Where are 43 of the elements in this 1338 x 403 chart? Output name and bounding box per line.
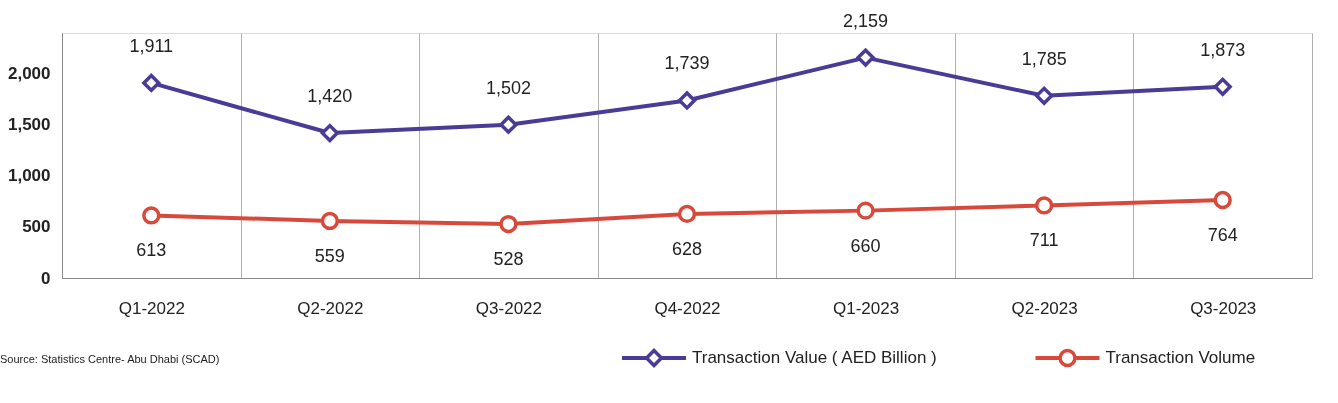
data-label: 628: [671, 238, 703, 259]
data-label: 711: [1029, 230, 1059, 251]
data-label: 1,873: [1200, 39, 1246, 60]
x-tick-label: Q1-2022: [118, 298, 185, 318]
point: [320, 123, 340, 143]
point: [142, 73, 161, 93]
data-label: 528: [493, 249, 524, 270]
x-tick-label: Q1-2023: [832, 298, 900, 318]
point: [142, 206, 161, 225]
data-label: 1,420: [307, 86, 353, 107]
point: [499, 115, 518, 134]
point: [856, 201, 875, 220]
data-label: 613: [136, 240, 167, 261]
point: [320, 211, 340, 231]
x-tick-label: Q3-2022: [475, 298, 543, 318]
y-tick-label: 1,000: [7, 166, 51, 186]
source-note: Source: Statistics Centre- Abu Dhabi (SCAD): [0, 353, 220, 365]
x-tick-label: Q2-2023: [1011, 298, 1078, 318]
data-label: 1,785: [1021, 48, 1067, 69]
data-label: 1,502: [485, 77, 531, 98]
point: [1034, 196, 1054, 215]
data-label: 559: [314, 245, 345, 266]
y-tick-label: 0: [41, 268, 51, 288]
point: [1213, 190, 1232, 210]
y-tick-label: 500: [22, 217, 51, 237]
point: [677, 204, 697, 224]
data-label: 1,739: [664, 53, 710, 74]
point: [856, 48, 875, 67]
point: [1213, 77, 1232, 96]
point: [499, 214, 518, 234]
data-label: 2,159: [843, 10, 889, 31]
data-label: 764: [1207, 225, 1238, 246]
y-tick-label: 2,000: [7, 64, 51, 84]
data-label: 660: [850, 235, 881, 256]
data-label: 1,911: [129, 35, 174, 56]
x-tick-label: Q2-2022: [297, 298, 364, 318]
legend-label: Transaction Value ( AED Billion ): [692, 348, 937, 367]
x-tick-label: Q3-2023: [1190, 298, 1257, 318]
x-tick-label: Q4-2022: [654, 298, 721, 318]
point: [677, 91, 697, 110]
y-tick-label: 1,500: [7, 115, 51, 135]
legend-label: Transaction Volume: [1105, 348, 1256, 367]
point: [1034, 86, 1054, 105]
